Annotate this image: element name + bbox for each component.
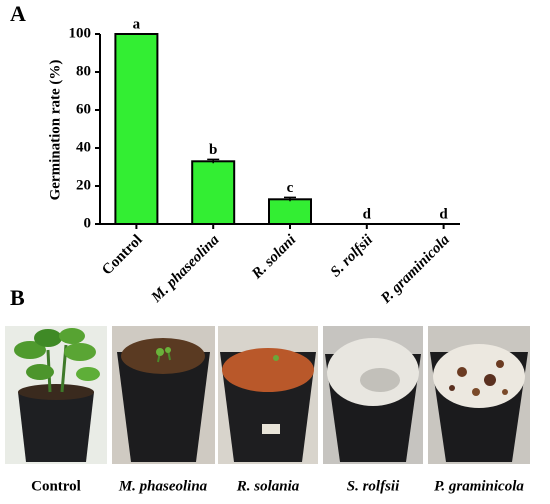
photo-caption: Control [31,478,81,494]
error-bar [284,196,296,202]
annotation: c [287,180,294,196]
annotation: a [133,16,141,32]
photo [218,326,318,464]
photo [428,326,530,464]
photo-caption: S. rolfsii [347,478,400,494]
x-tick-label: Control [99,232,145,278]
annotation: d [363,206,372,222]
photos [5,326,530,464]
y-tick-label: 60 [76,101,91,117]
panel-label: A [10,1,26,26]
bar [114,33,159,225]
y-tick-label: 80 [76,63,91,79]
annotation: b [209,142,217,158]
y-tick-label: 100 [69,25,92,41]
panel-label: B [10,285,25,310]
x-tick-label: M. phaseolina [148,232,223,307]
photo [323,326,423,464]
y-tick-label: 20 [76,177,91,193]
photo-caption: P. graminicola [434,478,524,494]
photo [112,326,215,464]
y-tick-label: 0 [84,215,92,231]
x-tick-label: R. solani [248,231,300,283]
photo [5,326,107,464]
x-tick-label: S. rolfsii [328,231,377,280]
bar [268,198,312,226]
annotation: d [439,206,448,222]
photo-caption: M. phaseolina [118,478,208,494]
photo-caption: R. solania [236,478,300,494]
bar [191,160,236,226]
y-axis-title: Germination rate (%) [47,60,63,201]
error-bar [207,158,220,164]
x-tick-label: P. graminicola [378,232,453,307]
y-tick-label: 40 [76,139,91,155]
